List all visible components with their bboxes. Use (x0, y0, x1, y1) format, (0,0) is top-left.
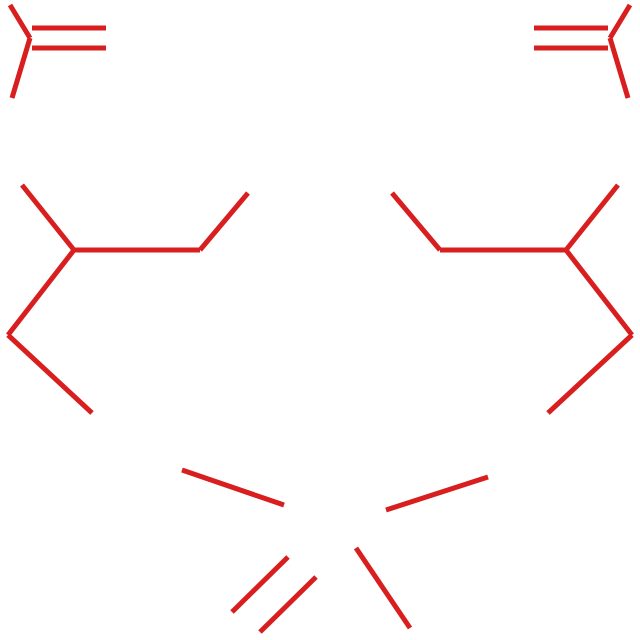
bond-line (6, 248, 76, 337)
bond-line (564, 183, 620, 252)
bond-line (6, 333, 94, 415)
bond-lines (6, 3, 634, 634)
bond-line (607, 37, 631, 99)
bond-line (198, 191, 250, 252)
bond-line (9, 37, 33, 99)
bond-line (390, 191, 442, 252)
bond-line (353, 546, 413, 630)
bond-line (385, 474, 489, 513)
bond-line (230, 555, 290, 614)
bond-line (7, 3, 33, 40)
bond-line (20, 183, 76, 252)
bond-line (607, 3, 633, 40)
bond-line (546, 333, 634, 415)
bond-line (564, 248, 634, 337)
bond-line (181, 467, 285, 508)
bond-line (258, 575, 318, 634)
